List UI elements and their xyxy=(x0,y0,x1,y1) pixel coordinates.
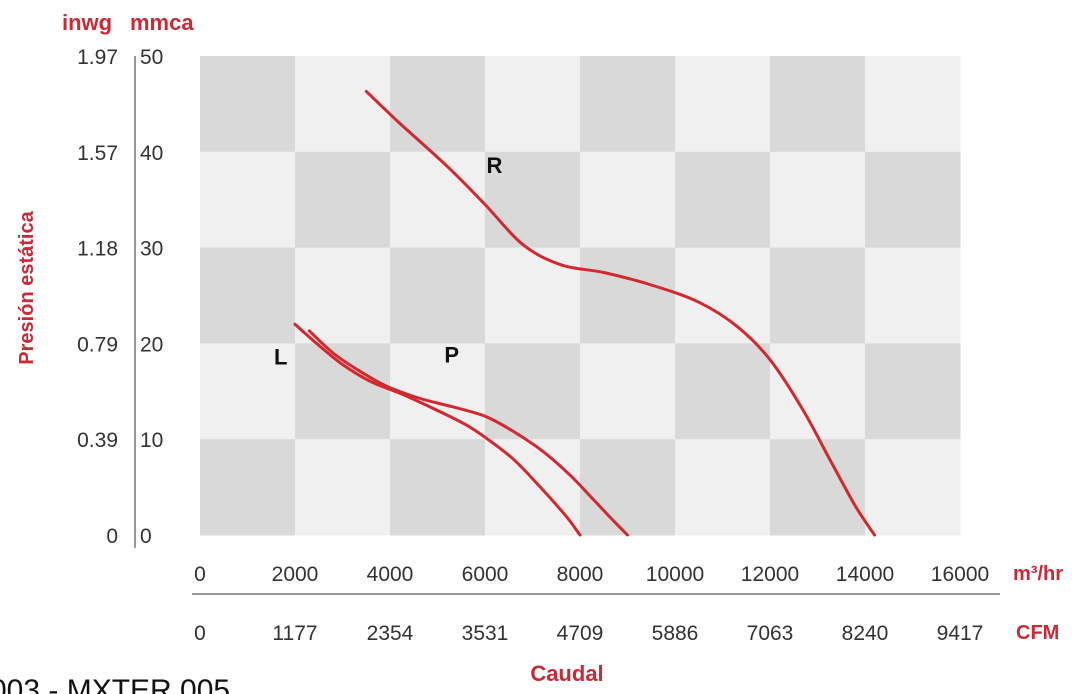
x-unit-primary-label: m³/hr xyxy=(1013,563,1063,585)
x-tick-label-cfm: 7063 xyxy=(747,622,794,645)
grid-cell xyxy=(390,247,486,344)
grid-cell xyxy=(485,56,581,153)
x-tick-label-m3hr: 0 xyxy=(194,563,206,586)
y-tick-label-inwg: 0 xyxy=(106,525,118,548)
x-tick-label-m3hr: 14000 xyxy=(836,563,894,586)
grid-cell xyxy=(485,343,581,440)
y-tick-label-mmca: 20 xyxy=(140,333,163,356)
grid-cell xyxy=(865,247,961,344)
x-tick-label-cfm: 0 xyxy=(194,622,206,645)
y-tick-label-mmca: 30 xyxy=(140,238,163,261)
grid-cell xyxy=(200,343,296,440)
grid-cell xyxy=(770,56,866,153)
grid-cell xyxy=(390,439,486,536)
y-tick-label-inwg: 1.57 xyxy=(77,142,118,165)
grid-cell xyxy=(675,343,771,440)
x-tick-label-m3hr: 16000 xyxy=(931,563,989,586)
x-tick-label-m3hr: 4000 xyxy=(367,563,414,586)
x-tick-label-cfm: 1177 xyxy=(272,622,317,645)
y-unit-left-label: inwg xyxy=(62,10,112,35)
y-tick-label-mmca: 0 xyxy=(140,525,152,548)
axis-layer: 0 00.39 100.79 201.18 301.57 401.97 5000200011… xyxy=(77,46,1000,645)
grid-cell xyxy=(865,151,961,249)
grid-layer xyxy=(200,56,961,536)
x-tick-label-cfm: 5886 xyxy=(652,622,699,645)
grid-cell xyxy=(580,343,676,440)
series-curve-r xyxy=(364,89,876,537)
grid-cell xyxy=(390,343,486,440)
x-tick-label-m3hr: 12000 xyxy=(741,563,799,586)
grid-cell xyxy=(485,151,581,249)
grid-cell xyxy=(770,151,866,249)
grid-cell xyxy=(485,439,581,536)
grid-cell xyxy=(865,439,961,536)
grid-cell xyxy=(200,151,296,249)
x-tick-label-cfm: 9417 xyxy=(937,622,984,645)
grid-cell xyxy=(295,151,391,249)
grid-cell xyxy=(390,56,486,153)
grid-cell xyxy=(200,247,296,344)
label-layer: R L P xyxy=(274,153,503,370)
y-tick-label-mmca: 40 xyxy=(140,142,163,165)
grid-cell xyxy=(200,439,296,536)
x-tick-label-m3hr: 6000 xyxy=(462,563,509,586)
grid-cell xyxy=(295,247,391,344)
grid-cell xyxy=(295,343,391,440)
y-tick-label-inwg: 0.79 xyxy=(77,333,118,356)
x-tick-label-cfm: 4709 xyxy=(557,622,604,645)
grid-cell xyxy=(295,56,391,153)
curve-label-l: L xyxy=(274,344,287,369)
series-curve-l xyxy=(293,322,582,537)
grid-cell xyxy=(865,343,961,440)
grid-cell xyxy=(485,247,581,344)
grid-cell xyxy=(580,439,676,536)
grid-cell xyxy=(580,151,676,249)
model-footer-text: 003 - MXTER 005 xyxy=(0,674,230,694)
x-tick-label-cfm: 8240 xyxy=(842,622,889,645)
series-curve-p xyxy=(307,329,629,537)
grid-cell xyxy=(770,343,866,440)
y-axis-title: Presión estática xyxy=(16,210,38,364)
grid-cell xyxy=(390,151,486,249)
grid-cell xyxy=(580,56,676,153)
grid-cell xyxy=(675,439,771,536)
grid-cell xyxy=(580,247,676,344)
curve-label-p: P xyxy=(444,343,459,368)
curve-label-r: R xyxy=(487,153,503,178)
grid-cell xyxy=(295,439,391,536)
x-tick-label-m3hr: 10000 xyxy=(646,563,704,586)
y-unit-right-label: mmca xyxy=(130,10,194,35)
y-tick-label-inwg: 0.39 xyxy=(77,429,118,452)
grid-cell xyxy=(675,247,771,344)
grid-cell xyxy=(770,439,866,536)
grid-cell xyxy=(675,56,771,153)
grid-cell xyxy=(675,151,771,249)
y-tick-label-inwg: 1.18 xyxy=(77,238,118,261)
x-tick-label-cfm: 3531 xyxy=(462,622,509,645)
x-tick-label-m3hr: 8000 xyxy=(557,563,604,586)
x-tick-label-m3hr: 2000 xyxy=(272,563,319,586)
x-unit-secondary-label: CFM xyxy=(1016,622,1059,644)
grid-cell xyxy=(865,56,961,153)
series-layer xyxy=(293,89,876,537)
x-axis-title: Caudal xyxy=(530,661,603,686)
y-tick-label-mmca: 10 xyxy=(140,429,163,452)
grid-cell xyxy=(770,247,866,344)
x-tick-label-cfm: 2354 xyxy=(367,622,414,645)
y-tick-label-mmca: 50 xyxy=(140,46,163,69)
y-tick-label-inwg: 1.97 xyxy=(77,46,118,69)
grid-cell xyxy=(200,56,296,153)
